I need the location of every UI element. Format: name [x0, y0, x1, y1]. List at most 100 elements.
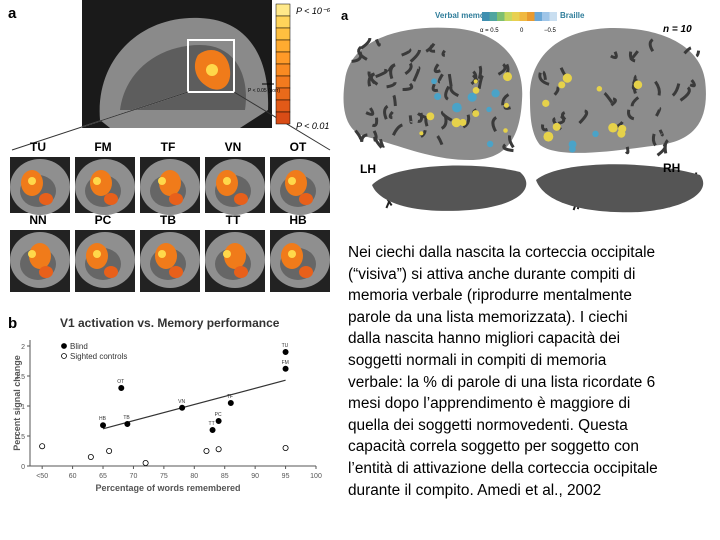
- sulcus: [360, 37, 372, 50]
- color-cell: [275, 63, 291, 77]
- point: [209, 426, 216, 433]
- activation: [542, 99, 550, 107]
- p-label: P < 10⁻⁶: [296, 6, 331, 16]
- sulcus: [441, 49, 446, 57]
- sulcus: [433, 63, 441, 74]
- sulcus: [431, 83, 439, 92]
- y-tick-label: 1: [21, 404, 25, 411]
- panel-label: a: [341, 8, 349, 23]
- color-cell: [275, 15, 291, 29]
- sulcus: [502, 143, 514, 153]
- sulcus: [630, 96, 640, 107]
- subject-label: HB: [289, 213, 307, 227]
- activation: [285, 170, 307, 196]
- activation: [223, 177, 231, 185]
- sulcus: [557, 114, 566, 125]
- color-cell: [275, 99, 291, 113]
- sulcus: [671, 83, 681, 97]
- point: [282, 444, 289, 451]
- activation: [169, 193, 183, 205]
- point: [106, 447, 113, 454]
- x-tick-label: 85: [221, 473, 229, 480]
- activation: [459, 118, 467, 127]
- y-tick-label: 0: [21, 464, 25, 471]
- text-line: soggetti normali in compiti di memoria: [348, 351, 607, 369]
- subject-label: VN: [225, 140, 242, 154]
- activation: [223, 250, 231, 258]
- sulcus: [603, 91, 614, 104]
- sulcus: [695, 50, 701, 58]
- color-cell: [275, 75, 291, 89]
- activation: [288, 177, 296, 185]
- sulcus: [629, 50, 639, 62]
- right-lateral: [536, 164, 704, 213]
- n-label: n = 10: [663, 24, 692, 35]
- color-scale: [482, 12, 557, 21]
- point: [215, 417, 222, 424]
- point: [227, 399, 234, 406]
- activation: [451, 117, 461, 128]
- sulcus: [648, 38, 655, 52]
- activation: [288, 250, 296, 258]
- scale-cell: [512, 12, 520, 21]
- scale-label: 0: [520, 28, 524, 34]
- legend-left: Verbal memory: [435, 11, 493, 20]
- sulcus: [651, 133, 657, 147]
- sulcus: [351, 51, 363, 63]
- activation: [234, 266, 248, 278]
- sulcus: [542, 70, 547, 80]
- hemisphere-label: LH: [360, 162, 376, 176]
- subject-label: TU: [30, 140, 46, 154]
- sulcus: [392, 123, 403, 136]
- sulcus: [538, 72, 550, 86]
- scale-cell: [519, 12, 527, 21]
- activation: [552, 122, 561, 131]
- activation: [299, 193, 313, 205]
- sulcus: [689, 79, 696, 88]
- sulcus: [627, 109, 635, 121]
- activation: [299, 266, 313, 278]
- sulcus: [402, 82, 414, 92]
- text-line: parole da una lista memorizzata). I ciec…: [348, 308, 628, 326]
- color-cell: [275, 3, 291, 17]
- sulcus: [501, 93, 510, 106]
- activation: [39, 193, 53, 205]
- scale-cell: [527, 12, 535, 21]
- y-tick-label: 2: [21, 344, 25, 351]
- activation: [543, 131, 554, 142]
- scale-cell: [489, 12, 497, 21]
- sulcus: [437, 73, 444, 84]
- sulcus: [372, 130, 378, 142]
- activation: [93, 177, 101, 185]
- activation: [472, 110, 480, 118]
- sulcus: [610, 97, 617, 107]
- sulcus: [470, 70, 478, 86]
- sulcus: [428, 44, 436, 53]
- legend-marker: [61, 353, 67, 359]
- activation: [90, 170, 112, 196]
- zoom-line: [11, 91, 189, 151]
- activation: [452, 102, 462, 113]
- x-tick-label: 90: [251, 473, 259, 480]
- sulcus: [508, 135, 515, 149]
- point-label: OT: [117, 379, 124, 385]
- sulcus: [497, 63, 507, 76]
- activation: [491, 89, 500, 98]
- sulcus: [412, 66, 421, 82]
- point: [100, 422, 107, 429]
- point: [87, 453, 94, 460]
- point: [118, 384, 125, 391]
- sulcus: [655, 106, 662, 117]
- description: Nei ciechi dalla nascita la corteccia oc…: [348, 242, 720, 501]
- legend-right: Braille: [560, 11, 585, 20]
- point: [124, 420, 131, 427]
- sulcus: [553, 86, 560, 96]
- point-label: TT: [209, 421, 215, 427]
- point: [142, 459, 149, 466]
- sulcus: [624, 146, 630, 155]
- activation: [426, 112, 435, 121]
- activation: [159, 170, 181, 196]
- y-axis-label: Percent signal change: [12, 355, 22, 451]
- x-tick-label: 65: [99, 473, 107, 480]
